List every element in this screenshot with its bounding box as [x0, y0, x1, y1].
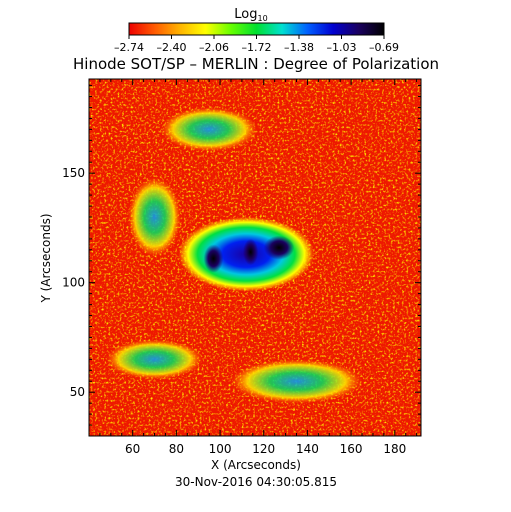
- timestamp: 30-Nov-2016 04:30:05.815: [175, 475, 337, 489]
- x-tick-label: 100: [209, 442, 232, 456]
- colorbar-tick-label: –1.03: [327, 41, 357, 54]
- colorbar-tick-label: –1.38: [284, 41, 314, 54]
- sunspot-umbra: [263, 235, 295, 260]
- colorbar: Log10 –2.74 –2.40 –2.06 –1.72 –1.38 –1.03 –0.6…: [114, 7, 399, 54]
- colorbar-tick-label: –1.72: [242, 41, 272, 54]
- x-tick-label: 120: [252, 442, 275, 456]
- colorbar-label-sub: 10: [258, 14, 268, 23]
- colorbar-ticks: –2.74 –2.40 –2.06 –1.72 –1.38 –1.03 –0.69: [114, 35, 399, 54]
- plage-band: [106, 339, 203, 380]
- colorbar-tick-label: –2.06: [199, 41, 229, 54]
- colorbar-label-main: Log: [234, 7, 257, 22]
- plage-band: [230, 359, 363, 404]
- colorbar-tick-label: –0.69: [369, 41, 399, 54]
- feature-layer: [106, 107, 363, 404]
- x-axis-label: X (Arcseconds): [211, 458, 301, 472]
- y-tick-label: 50: [70, 385, 85, 399]
- colorbar-tick-label: –2.74: [114, 41, 144, 54]
- sunspot-umbra: [242, 238, 259, 266]
- colorbar-strip: [129, 23, 384, 35]
- y-tick-label: 100: [62, 276, 85, 290]
- colorbar-tick-label: –2.40: [157, 41, 187, 54]
- plage-band: [161, 107, 258, 152]
- colorbar-label: Log10: [234, 7, 267, 23]
- x-axis: 60 80 100 120 140 160 180: [99, 79, 418, 456]
- y-tick-label: 150: [62, 166, 85, 180]
- x-tick-label: 140: [296, 442, 319, 456]
- x-tick-label: 160: [340, 442, 363, 456]
- y-axis-label: Y (Arcseconds): [39, 213, 53, 303]
- heatmap-image: [89, 79, 421, 436]
- plot-frame: [88, 78, 422, 437]
- chart-title: Hinode SOT/SP – MERLIN : Degree of Polar…: [73, 55, 439, 73]
- x-tick-label: 80: [169, 442, 184, 456]
- x-tick-label: 60: [125, 442, 140, 456]
- x-tick-label: 180: [383, 442, 406, 456]
- plage-band: [128, 177, 181, 257]
- y-axis: 50 100 150: [62, 85, 421, 426]
- sunspot-umbra: [203, 244, 224, 273]
